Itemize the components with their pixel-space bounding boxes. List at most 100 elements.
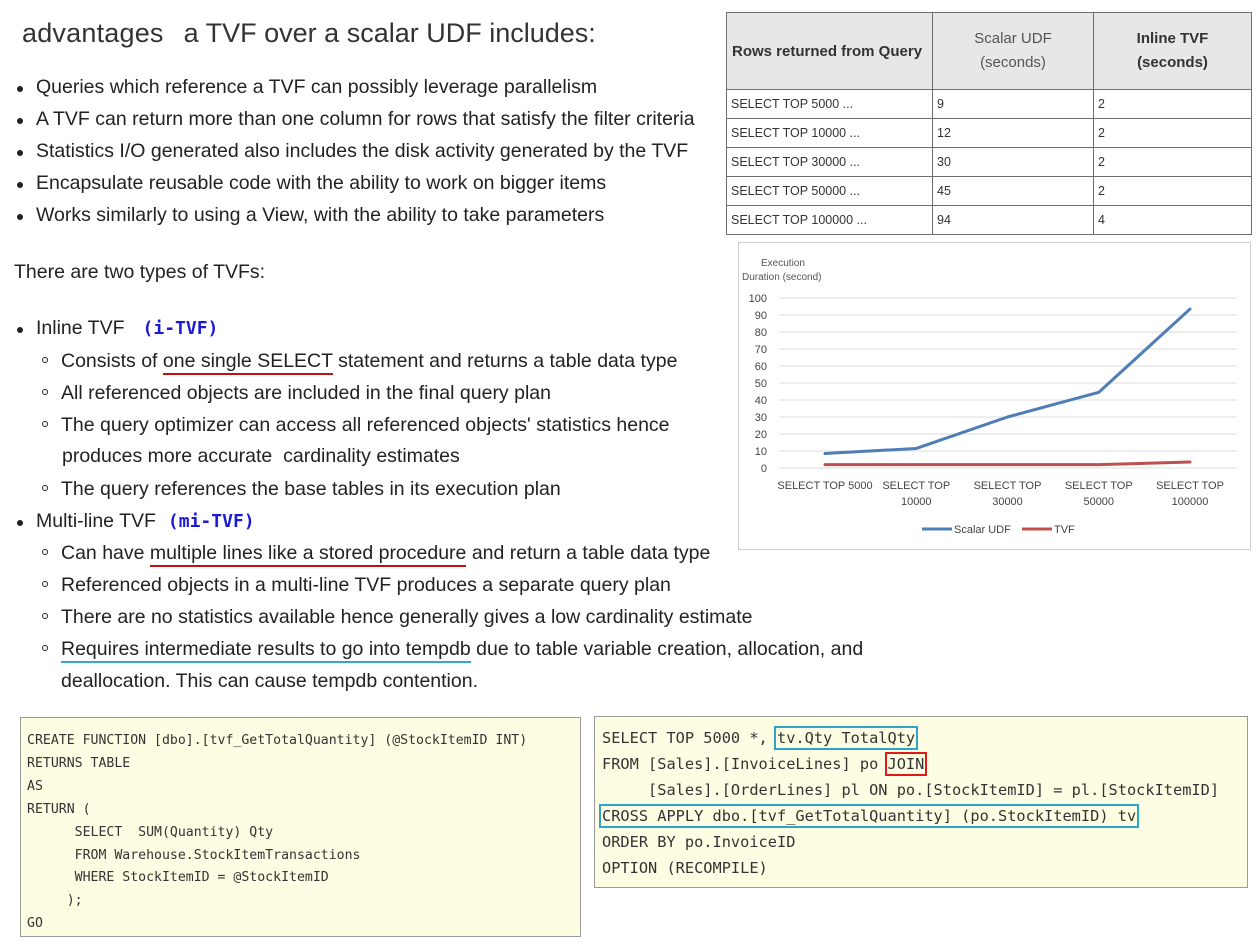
table-cell: SELECT TOP 50000 ... (726, 176, 933, 206)
y-tick-label: 10 (755, 446, 767, 458)
table-cell: 2 (1093, 176, 1252, 206)
column-header-scalar-udf: Scalar UDF (seconds) (932, 12, 1094, 90)
table-cell: 94 (932, 205, 1094, 235)
table-row: SELECT TOP 50000 ... 45 2 (726, 176, 1252, 206)
table-cell: 2 (1093, 89, 1252, 119)
legend-label: TVF (1054, 524, 1075, 536)
table-cell: SELECT TOP 100000 ... (726, 205, 933, 235)
multiline-tvf-heading: Multi-line TVF (mi-TVF) (36, 510, 255, 532)
sub-bullet-icon (42, 549, 48, 555)
types-intro: There are two types of TVFs: (14, 261, 266, 283)
bullet-icon (17, 86, 23, 92)
table-row: SELECT TOP 5000 ... 9 2 (726, 89, 1252, 119)
sub-bullet-icon (42, 389, 48, 395)
performance-table: Rows returned from Query Scalar UDF (seco… (726, 12, 1252, 235)
list-item: A TVF can return more than one column fo… (36, 108, 695, 130)
table-cell: 30 (932, 147, 1094, 177)
list-item: Statistics I/O generated also includes t… (36, 140, 689, 162)
list-item: The query references the base tables in … (61, 478, 561, 500)
y-tick-label: 60 (755, 361, 767, 373)
y-tick-label: 100 (749, 293, 767, 305)
x-tick-label: SELECT TOP 5000 (777, 480, 872, 492)
heading-rest: a TVF over a scalar UDF includes: (183, 18, 596, 48)
code-line: FROM [Sales].[InvoiceLines] po JOIN (602, 752, 928, 776)
legend-label: Scalar UDF (954, 524, 1011, 536)
x-tick-label: 30000 (992, 496, 1023, 508)
code-line: OPTION (RECOMPILE) (602, 859, 768, 877)
table-header-row: Rows returned from Query Scalar UDF (seco… (726, 12, 1252, 90)
list-item-continued: deallocation. This can cause tempdb cont… (61, 670, 478, 692)
list-item: Referenced objects in a multi-line TVF p… (61, 574, 671, 596)
table-cell: 4 (1093, 205, 1252, 235)
table-cell: SELECT TOP 10000 ... (726, 118, 933, 148)
i-tvf-tag: (i-TVF) (142, 318, 219, 339)
list-item: Queries which reference a TVF can possib… (36, 76, 598, 98)
y-axis-label: Duration (second) (742, 272, 821, 283)
execution-duration-chart: Execution Duration (second) 0 10 20 30 40 50 60 7… (738, 242, 1251, 550)
table-cell: SELECT TOP 30000 ... (726, 147, 933, 177)
heading-word: advantages (22, 18, 164, 48)
y-tick-label: 90 (755, 310, 767, 322)
bullet-icon (17, 214, 23, 220)
underline-tempdb: Requires intermediate results to go into… (61, 638, 471, 663)
table-cell: SELECT TOP 5000 ... (726, 89, 933, 119)
table-cell: 2 (1093, 118, 1252, 148)
bullet-icon (17, 182, 23, 188)
series-line (823, 460, 1192, 467)
page-heading: advantages a TVF over a scalar UDF includ… (22, 18, 596, 49)
x-tick-label: 100000 (1172, 496, 1209, 508)
code-block-query: SELECT TOP 5000 *, tv.Qty TotalQty FROM … (594, 716, 1248, 888)
code-line: SELECT TOP 5000 *, tv.Qty TotalQty (602, 726, 919, 750)
table-row: SELECT TOP 100000 ... 94 4 (726, 205, 1252, 235)
inline-tvf-heading: Inline TVF (i-TVF) (36, 317, 219, 339)
sub-bullet-icon (42, 421, 48, 427)
x-tick-label: SELECT TOP (1065, 480, 1133, 492)
list-item: Requires intermediate results to go into… (61, 638, 863, 663)
y-tick-label: 70 (755, 344, 767, 356)
x-tick-label: 10000 (901, 496, 932, 508)
sub-bullet-icon (42, 645, 48, 651)
series-line (823, 307, 1192, 456)
code-line: [Sales].[OrderLines] pl ON po.[StockItem… (602, 781, 1220, 799)
list-item: Consists of one single SELECT statement … (61, 350, 677, 375)
list-item: Encapsulate reusable code with the abili… (36, 172, 607, 194)
code-line: CROSS APPLY dbo.[tvf_GetTotalQuantity] (… (598, 804, 1140, 828)
table-row: SELECT TOP 10000 ... 12 2 (726, 118, 1252, 148)
bullet-icon (17, 150, 23, 156)
list-item: There are no statistics available hence … (61, 606, 753, 628)
list-item: The query optimizer can access all refer… (61, 414, 670, 436)
list-item: Can have multiple lines like a stored pr… (61, 542, 710, 567)
underline-one-select: one single SELECT (162, 350, 333, 375)
y-tick-label: 40 (755, 395, 767, 407)
table-cell: 45 (932, 176, 1094, 206)
highlight-cross-apply: CROSS APPLY dbo.[tvf_GetTotalQuantity] (… (598, 804, 1140, 828)
table-cell: 2 (1093, 147, 1252, 177)
chart-svg: Execution Duration (second) 0 10 20 30 40 50 60 7… (742, 258, 1237, 536)
table-cell: 12 (932, 118, 1094, 148)
function-code: CREATE FUNCTION [dbo].[tvf_GetTotalQuant… (27, 733, 528, 932)
x-tick-label: SELECT TOP (1156, 480, 1224, 492)
code-block-function: CREATE FUNCTION [dbo].[tvf_GetTotalQuant… (20, 717, 581, 937)
code-line: ORDER BY po.InvoiceID (602, 833, 796, 851)
bullet-icon (17, 327, 23, 333)
y-tick-label: 20 (755, 429, 767, 441)
underline-multiple-lines: multiple lines like a stored procedure (149, 542, 467, 567)
list-item: All referenced objects are included in t… (61, 382, 551, 404)
y-tick-label: 50 (755, 378, 767, 390)
table-cell: 9 (932, 89, 1094, 119)
highlight-join: JOIN (884, 752, 928, 776)
y-tick-label: 80 (755, 327, 767, 339)
x-tick-label: SELECT TOP (974, 480, 1042, 492)
sub-bullet-icon (42, 613, 48, 619)
list-item-continued: produces more accurate cardinality estim… (62, 445, 460, 467)
column-header-inline-tvf: Inline TVF (seconds) (1093, 12, 1252, 90)
highlight-totalqty: tv.Qty TotalQty (773, 726, 919, 750)
x-tick-label: SELECT TOP (882, 480, 950, 492)
table-row: SELECT TOP 30000 ... 30 2 (726, 147, 1252, 177)
y-tick-label: 0 (761, 463, 767, 475)
sub-bullet-icon (42, 357, 48, 363)
x-tick-label: 50000 (1083, 496, 1114, 508)
sub-bullet-icon (42, 581, 48, 587)
mi-tvf-tag: (mi-TVF) (167, 511, 255, 532)
list-item: Works similarly to using a View, with th… (36, 204, 605, 226)
